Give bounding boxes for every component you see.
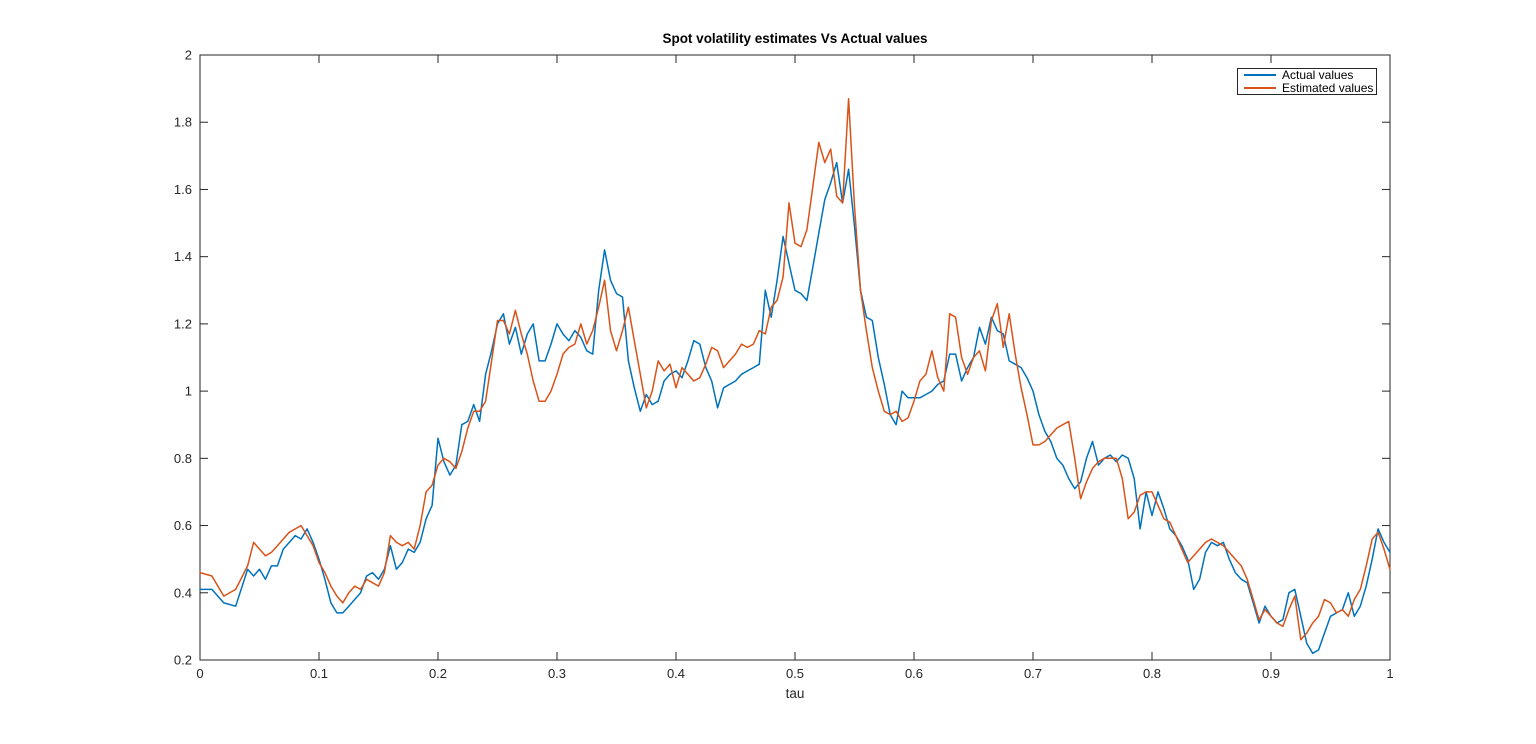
legend-label-estimated: Estimated values <box>1282 80 1374 95</box>
y-tick-label: 1.2 <box>174 316 192 331</box>
series-line-actual <box>199 161 1391 655</box>
legend: Actual values Estimated values <box>1237 68 1377 95</box>
y-tick-label: 0.2 <box>174 653 192 668</box>
legend-line-sample-estimated <box>1244 87 1276 89</box>
y-tick-label: 1.4 <box>174 249 192 264</box>
x-tick-label: 1 <box>1386 666 1393 681</box>
y-tick-label: 1.6 <box>174 182 192 197</box>
y-tick-label: 2 <box>185 48 192 63</box>
x-tick-label: 0.7 <box>1024 666 1042 681</box>
x-tick-label: 0.6 <box>905 666 923 681</box>
chart-title: Spot volatility estimates Vs Actual valu… <box>662 31 928 46</box>
legend-item-actual: Actual values <box>1238 67 1376 82</box>
x-tick-label: 0 <box>196 666 203 681</box>
x-tick-label: 0.1 <box>310 666 328 681</box>
y-tick-label: 0.4 <box>174 585 192 600</box>
x-tick-label: 0.2 <box>429 666 447 681</box>
x-tick-label: 0.4 <box>667 666 685 681</box>
legend-line-sample-actual <box>1244 74 1276 76</box>
x-tick-label: 0.5 <box>786 666 804 681</box>
y-tick-label: 1 <box>185 384 192 399</box>
legend-item-estimated: Estimated values <box>1238 80 1376 95</box>
y-tick-label: 1.8 <box>174 115 192 130</box>
legend-label-actual: Actual values <box>1282 67 1354 82</box>
x-tick-label: 0.3 <box>548 666 566 681</box>
series-line-estimated <box>199 97 1391 641</box>
y-tick-label: 0.8 <box>174 451 192 466</box>
x-axis-label: tau <box>785 686 805 701</box>
x-tick-label: 0.8 <box>1143 666 1161 681</box>
axes-box <box>199 54 1391 661</box>
y-tick-label: 0.6 <box>174 518 192 533</box>
x-tick-label: 0.9 <box>1262 666 1280 681</box>
